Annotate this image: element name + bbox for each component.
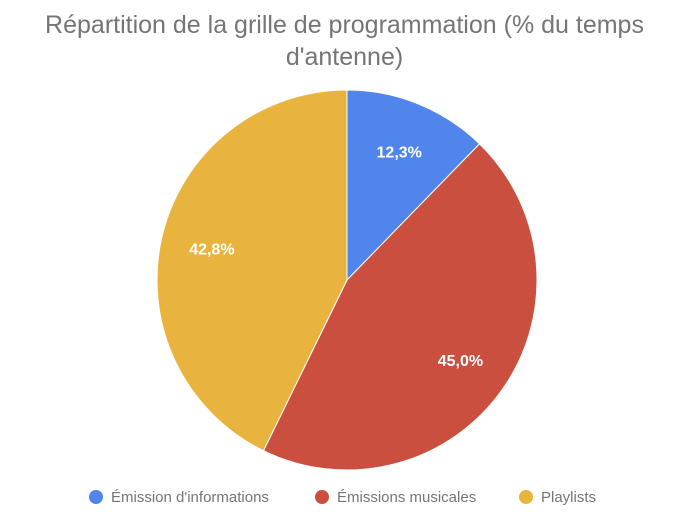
legend-label: Émissions musicales — [337, 489, 476, 506]
slice-label-3: 42,8% — [189, 242, 234, 259]
legend-swatch — [89, 490, 103, 504]
pie-slice-1[interactable] — [346, 89, 481, 282]
legend-label: Playlists — [541, 489, 596, 506]
legend-label: Émission d'informations — [111, 489, 269, 506]
legend-swatch — [315, 490, 329, 504]
legend-item-3[interactable]: Playlists — [519, 489, 596, 506]
pie-slice-2[interactable] — [262, 143, 538, 471]
chart-title-line-1: Répartition de la grille de programmatio… — [45, 11, 644, 39]
legend-swatch — [519, 490, 533, 504]
chart-title-line-2: d'antenne) — [286, 43, 403, 71]
pie-slice-3[interactable] — [156, 89, 348, 452]
slice-label-2: 45,0% — [438, 353, 483, 370]
legend-item-2[interactable]: Émissions musicales — [315, 489, 476, 506]
slice-label-1: 12,3% — [377, 145, 422, 162]
legend-item-1[interactable]: Émission d'informations — [89, 489, 269, 506]
